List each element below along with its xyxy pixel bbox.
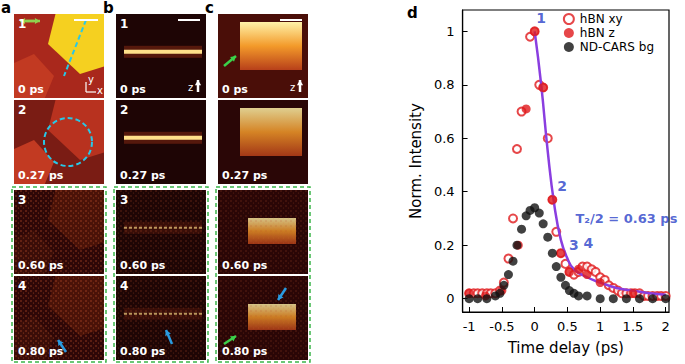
svg-text:z: z: [290, 82, 295, 93]
svg-text:b: b: [103, 0, 114, 17]
svg-text:y: y: [88, 74, 94, 85]
svg-text:0.60 ps: 0.60 ps: [18, 259, 64, 272]
svg-text:0.4: 0.4: [434, 184, 455, 199]
svg-text:0.27 ps: 0.27 ps: [120, 169, 166, 182]
svg-text:0.6: 0.6: [434, 131, 455, 146]
svg-text:hBN z: hBN z: [580, 26, 615, 40]
svg-text:Norm. Intensity: Norm. Intensity: [407, 103, 425, 219]
svg-text:ND-CARS bg: ND-CARS bg: [580, 40, 654, 54]
svg-text:0.60 ps: 0.60 ps: [120, 259, 166, 272]
svg-text:T₂/2 = 0.63 ps: T₂/2 = 0.63 ps: [575, 211, 677, 226]
svg-text:1.5: 1.5: [623, 319, 644, 334]
svg-text:4: 4: [18, 279, 26, 293]
svg-text:0.5: 0.5: [557, 319, 578, 334]
svg-text:1: 1: [536, 10, 546, 26]
svg-text:4: 4: [120, 279, 128, 293]
svg-text:0.27 ps: 0.27 ps: [222, 169, 268, 182]
svg-text:3: 3: [18, 193, 26, 207]
svg-text:1: 1: [120, 17, 128, 31]
svg-text:2: 2: [557, 178, 567, 194]
svg-text:-1: -1: [463, 319, 476, 334]
svg-text:-0.5: -0.5: [489, 319, 514, 334]
svg-text:0.8: 0.8: [434, 77, 455, 92]
svg-text:1: 1: [596, 319, 604, 334]
svg-text:0.27 ps: 0.27 ps: [18, 169, 64, 182]
svg-text:d: d: [407, 4, 418, 22]
svg-text:0.80 ps: 0.80 ps: [120, 345, 166, 358]
svg-text:0.2: 0.2: [434, 238, 455, 253]
svg-text:4: 4: [584, 235, 594, 251]
svg-text:z: z: [188, 82, 193, 93]
svg-text:2: 2: [18, 103, 26, 117]
svg-text:3: 3: [569, 237, 579, 253]
svg-text:c: c: [205, 0, 214, 17]
svg-text:2: 2: [120, 103, 128, 117]
svg-text:x: x: [97, 85, 103, 96]
svg-text:0.80 ps: 0.80 ps: [18, 345, 64, 358]
svg-text:0: 0: [446, 291, 454, 306]
svg-text:1: 1: [18, 17, 26, 31]
svg-text:0: 0: [531, 319, 539, 334]
svg-text:hBN xy: hBN xy: [580, 12, 623, 26]
svg-text:0.80 ps: 0.80 ps: [222, 345, 268, 358]
svg-text:0 ps: 0 ps: [120, 83, 146, 96]
svg-text:0.60 ps: 0.60 ps: [222, 259, 268, 272]
svg-text:0 ps: 0 ps: [18, 83, 44, 96]
svg-text:3: 3: [120, 193, 128, 207]
svg-text:0 ps: 0 ps: [222, 83, 248, 96]
svg-text:2: 2: [662, 319, 670, 334]
svg-text:Time delay (ps): Time delay (ps): [507, 339, 624, 357]
svg-text:a: a: [1, 0, 11, 17]
svg-text:1: 1: [446, 24, 454, 39]
